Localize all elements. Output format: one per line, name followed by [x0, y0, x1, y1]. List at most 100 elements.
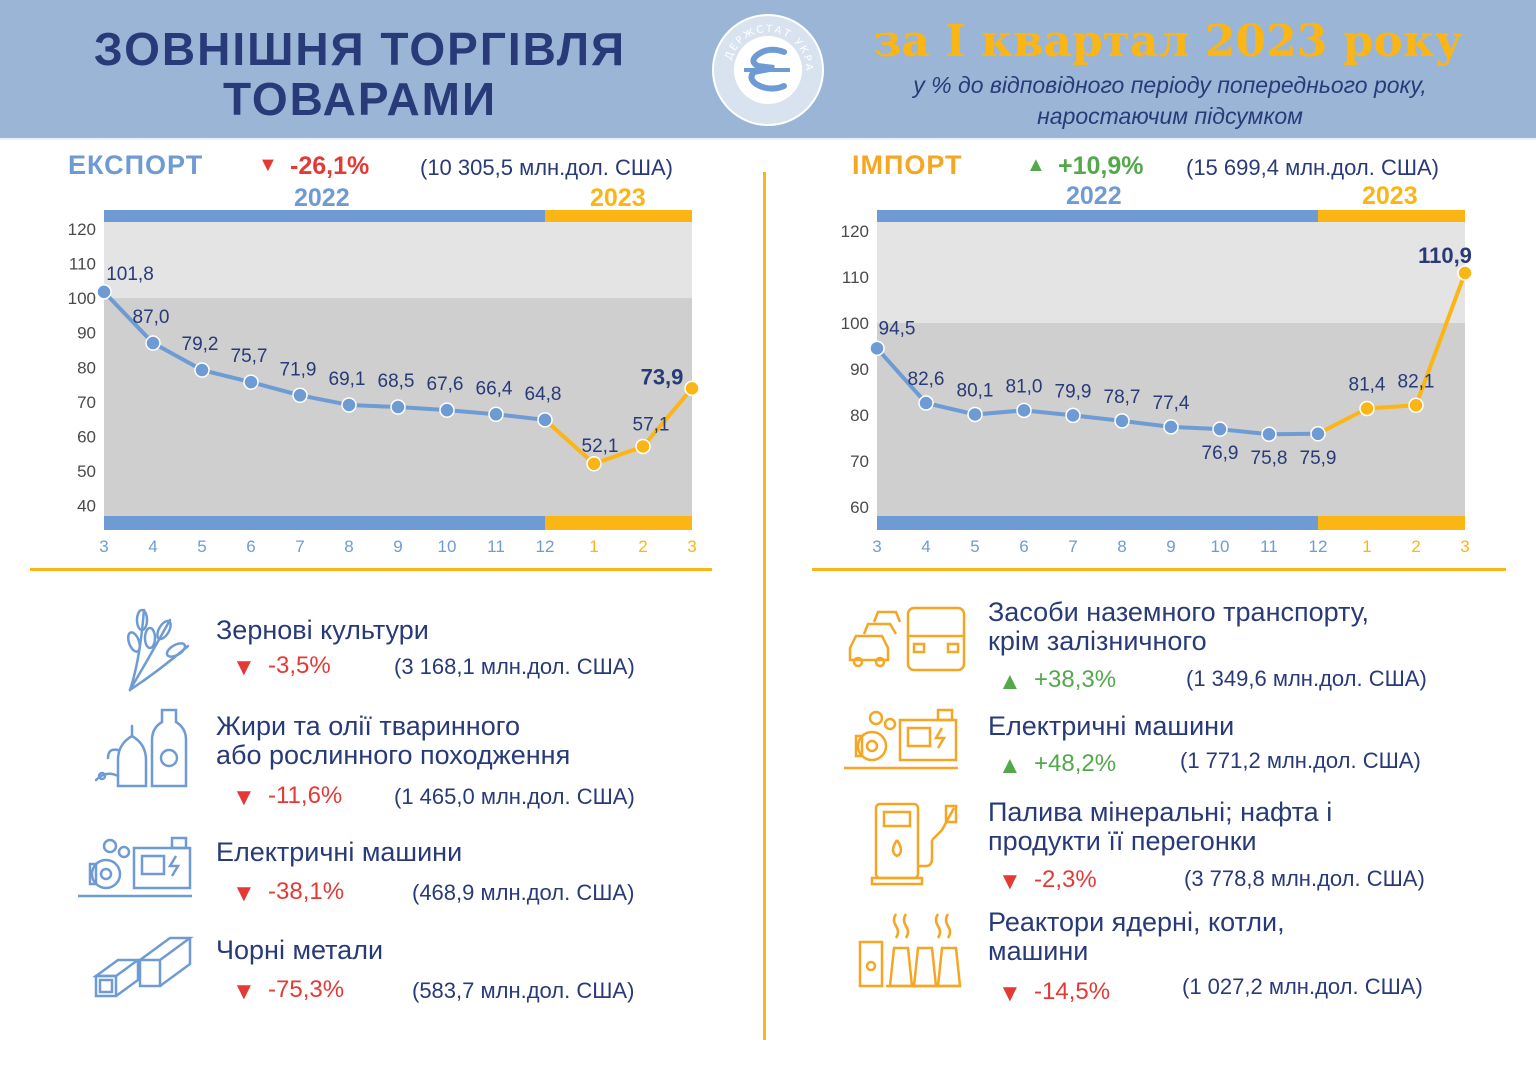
series-line-segment — [298, 393, 351, 407]
x-tick-label: 12 — [536, 537, 555, 556]
data-label: 82,6 — [908, 369, 945, 390]
export-item-2-name-line1: Жири та олії тваринного — [216, 711, 521, 741]
x-tick-label: 10 — [1211, 537, 1230, 556]
data-point — [537, 412, 553, 428]
x-tick-label: 1 — [1362, 537, 1371, 556]
import-item-2-name: Електричні машини — [988, 711, 1235, 741]
up-arrow-icon: ▲ — [998, 668, 1022, 695]
data-label: 94,5 — [879, 318, 916, 339]
data-label: 81,0 — [1006, 376, 1043, 397]
y-tick-label: 120 — [841, 222, 869, 241]
series-line-segment — [200, 368, 253, 385]
import-item-4-name-line1: Реактори ядерні, котли, — [988, 907, 1285, 937]
power-plant-icon — [856, 906, 962, 995]
year-bar-bottom-2023 — [1318, 516, 1465, 530]
data-point — [243, 374, 259, 390]
data-point — [1212, 421, 1228, 437]
export-item-3-name: Електричні машини — [216, 837, 463, 867]
data-point — [1016, 402, 1032, 419]
x-tick-label: 3 — [1460, 537, 1469, 556]
data-point — [1359, 400, 1375, 417]
x-tick-label: 5 — [970, 537, 979, 556]
data-point — [869, 340, 885, 357]
series-line-segment — [249, 380, 302, 398]
vertical-divider — [763, 172, 766, 1040]
data-label: 57,1 — [633, 414, 670, 435]
data-label: 110,9 — [1418, 243, 1472, 268]
import-item-2-change: +48,2% — [1034, 750, 1117, 777]
series-line-segment — [1022, 408, 1075, 418]
data-label: 69,1 — [329, 369, 366, 390]
x-tick-label: 4 — [148, 537, 157, 556]
import-item-1-change: +38,3% — [1034, 666, 1117, 693]
year-bar-top-2023 — [1318, 210, 1465, 222]
series-line-segment — [543, 417, 596, 466]
x-tick-label: 11 — [1260, 537, 1278, 556]
year-bar-top-2022 — [104, 210, 545, 222]
series-line-segment — [1316, 406, 1369, 436]
main-title-line1: ЗОВНІШНЯ ТОРГІВЛЯ — [93, 23, 627, 75]
data-label: 73,9 — [641, 364, 684, 389]
series-line-segment — [1414, 270, 1467, 408]
data-label: 76,9 — [1202, 443, 1239, 464]
import-change: +10,9% — [1058, 152, 1144, 180]
year-bar-bottom-2023 — [545, 516, 692, 530]
metal-beams-icon — [90, 930, 194, 1007]
y-tick-label: 110 — [842, 268, 869, 287]
export-item-3-amount: (468,9 млн.дол. США) — [412, 880, 635, 905]
data-point — [1065, 407, 1081, 424]
x-tick-label: 6 — [1019, 537, 1028, 556]
data-point — [586, 456, 602, 472]
export-item-4-name: Чорні метали — [216, 935, 384, 965]
x-tick-label: 10 — [438, 537, 457, 556]
down-arrow-icon: ▼ — [998, 980, 1022, 1007]
data-label: 52,1 — [582, 436, 619, 457]
import-item-3-name-line1: Палива мінеральні; нафта і — [988, 797, 1333, 827]
x-tick-label: 4 — [921, 537, 930, 556]
export-divider — [30, 568, 712, 571]
period-subtitle: у % до відповідного періоду попереднього… — [860, 70, 1480, 132]
data-point — [918, 395, 934, 411]
x-tick-label: 1 — [589, 537, 598, 556]
down-arrow-icon: ▼ — [232, 978, 256, 1005]
x-tick-label: 5 — [197, 537, 206, 556]
export-year-2023: 2023 — [590, 184, 646, 212]
y-tick-label: 90 — [850, 360, 869, 379]
data-label: 66,4 — [476, 378, 513, 399]
series-line-segment — [592, 444, 645, 466]
export-title: ЕКСПОРТ — [68, 150, 204, 180]
data-point — [684, 380, 700, 397]
data-label: 79,9 — [1055, 381, 1092, 402]
main-title: ЗОВНІШНЯ ТОРГІВЛЯ ТОВАРАМИ — [30, 24, 690, 124]
series-line-segment — [875, 346, 928, 405]
import-item-4-change: -14,5% — [1034, 978, 1111, 1005]
export-item-3-change: -38,1% — [268, 878, 345, 905]
import-year-2022: 2022 — [1066, 182, 1122, 210]
down-arrow-icon: ▼ — [232, 654, 256, 681]
x-tick-label: 9 — [1166, 537, 1175, 556]
data-label: 79,2 — [182, 334, 219, 355]
data-label: 75,7 — [231, 346, 268, 367]
plot-area-upper-band — [877, 222, 1465, 324]
series-line-segment — [1169, 424, 1222, 432]
data-label: 87,0 — [133, 307, 170, 328]
data-label: 75,9 — [1300, 448, 1337, 469]
wheat-icon — [100, 590, 196, 699]
series-line-segment — [102, 289, 155, 346]
x-tick-label: 12 — [1309, 537, 1328, 556]
import-item-1-amount: (1 349,6 млн.дол. США) — [1186, 666, 1427, 691]
data-point — [145, 335, 161, 351]
data-label: 75,8 — [1251, 448, 1288, 469]
derzhstat-logo-icon: ДЕРЖСТАТ УКРАЇНИ — [709, 6, 824, 126]
export-item-2-name-line2: або рослинного походження — [216, 740, 571, 770]
main-title-line2: ТОВАРАМИ — [222, 73, 498, 125]
export-item-1-name: Зернові культури — [216, 615, 429, 645]
series-line-segment — [1071, 413, 1124, 423]
data-point — [194, 362, 210, 378]
fuel-pump-icon — [870, 800, 966, 891]
series-line-segment — [1120, 418, 1173, 429]
data-label: 101,8 — [106, 264, 154, 285]
data-label: 82,1 — [1398, 371, 1435, 392]
plot-area-upper-band — [104, 222, 692, 299]
data-point — [292, 387, 308, 404]
